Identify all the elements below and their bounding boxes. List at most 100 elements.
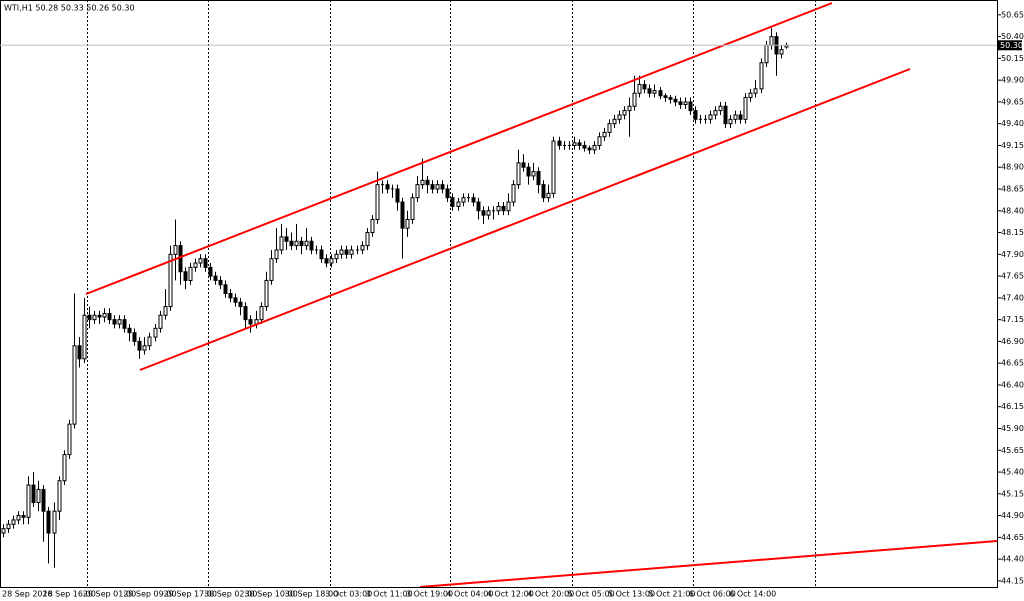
candle-body — [587, 147, 592, 151]
y-tick-label: 49.15 — [1001, 141, 1024, 150]
x-tick-label: 30 Sep 02:00 — [204, 590, 257, 599]
candle-body — [349, 249, 354, 255]
y-tick-label: 44.90 — [1001, 511, 1024, 520]
candle-body — [440, 184, 445, 190]
x-tick-label: 28 Sep 2016 — [2, 590, 53, 599]
candle-body — [137, 340, 142, 351]
y-tick-label: 47.40 — [1001, 293, 1024, 302]
candle-body — [506, 201, 511, 212]
x-tick-label: 29 Sep 01:00 — [83, 590, 136, 599]
candle-body — [738, 114, 743, 120]
candle-body — [6, 523, 11, 530]
candle-body — [62, 454, 67, 482]
candle-body — [779, 49, 784, 55]
y-tick-label: 50.15 — [1001, 54, 1024, 63]
candle-body — [627, 105, 632, 112]
candle-body — [597, 136, 602, 146]
candle-body — [546, 192, 551, 199]
candle-body — [395, 188, 400, 203]
y-tick-label: 46.40 — [1001, 380, 1024, 389]
x-tick-label: 30 Sep 10:00 — [244, 590, 297, 599]
channel-lines — [85, 2, 998, 588]
candle-body — [496, 205, 501, 212]
candle-body — [142, 345, 147, 351]
candle-body — [344, 249, 349, 255]
chart-title: WTI,H1 50.28 50.33 50.26 50.30 — [4, 4, 135, 13]
candle-body — [284, 236, 289, 242]
candle-body — [582, 144, 587, 149]
candle-body — [632, 92, 637, 107]
candle-body — [168, 253, 173, 308]
x-tick-label: 5 Oct 13:00 — [608, 590, 655, 599]
candle-body — [445, 188, 450, 199]
candle-body — [153, 327, 158, 338]
candle-body — [759, 62, 764, 90]
candle-body — [748, 92, 753, 99]
candle-body — [617, 114, 622, 120]
x-tick-label: 3 Oct 19:00 — [406, 590, 453, 599]
candle-body — [188, 266, 193, 281]
candle-body — [481, 210, 486, 216]
candle-body — [420, 179, 425, 186]
candle-body — [375, 184, 380, 220]
candle-body — [753, 88, 758, 94]
candle-body — [637, 83, 642, 94]
y-tick-label: 48.15 — [1001, 228, 1024, 237]
candle-body — [289, 240, 294, 247]
candle-body — [572, 142, 577, 146]
candle-body — [178, 245, 183, 273]
candle-body — [365, 232, 370, 247]
candle-body — [511, 184, 516, 203]
candle-body — [461, 197, 466, 203]
day-separators — [87, 0, 816, 587]
candle-body — [370, 218, 375, 234]
candle-body — [501, 205, 506, 212]
y-tick-label: 48.90 — [1001, 163, 1024, 172]
x-tick-label: 5 Oct 21:00 — [648, 590, 695, 599]
y-tick-label: 45.65 — [1001, 446, 1024, 455]
candle-body — [678, 101, 683, 106]
candle-body — [658, 90, 663, 97]
candle-body — [319, 249, 324, 260]
candle-body — [102, 313, 107, 318]
candle-body — [122, 319, 127, 329]
bid-label: 50.30 — [1000, 41, 1023, 50]
candle-body — [329, 258, 334, 264]
x-tick-label: 6 Oct 06:00 — [689, 590, 736, 599]
candle-body — [668, 97, 673, 100]
candle-body — [117, 319, 122, 325]
candle-body — [52, 510, 57, 534]
x-tick-label: 30 Sep 18:00 — [285, 590, 338, 599]
bid-label-box — [998, 40, 1022, 51]
y-tick-label: 46.15 — [1001, 402, 1024, 411]
plot-frame — [0, 0, 998, 588]
candle-body — [663, 95, 668, 99]
candle-body — [642, 83, 647, 90]
candle-body — [592, 144, 597, 151]
candle-body — [728, 118, 733, 125]
candle-body — [213, 275, 218, 281]
y-tick-label: 47.90 — [1001, 250, 1024, 259]
candle-body — [259, 306, 264, 321]
candle-body — [743, 97, 748, 120]
candle-body — [764, 44, 769, 64]
candle-body — [612, 118, 617, 125]
candle-body — [163, 306, 168, 316]
candle-body — [309, 240, 314, 251]
candle-body — [607, 123, 612, 133]
y-tick-label: 45.15 — [1001, 489, 1024, 498]
candle-body — [243, 306, 248, 321]
candle-body — [248, 319, 253, 325]
y-tick-label: 45.40 — [1001, 468, 1024, 477]
candle-body — [360, 245, 365, 251]
candle-body — [516, 162, 521, 186]
candle-body — [647, 88, 652, 94]
candle-body — [708, 114, 713, 120]
x-tick-label: 3 Oct 03:00 — [325, 590, 372, 599]
x-tick-label: 5 Oct 05:00 — [568, 590, 615, 599]
candle-body — [733, 114, 738, 120]
candle-body — [521, 162, 526, 168]
lower-trendline — [139, 68, 911, 371]
candle-body — [551, 140, 556, 194]
y-tick-label: 47.15 — [1001, 315, 1024, 324]
